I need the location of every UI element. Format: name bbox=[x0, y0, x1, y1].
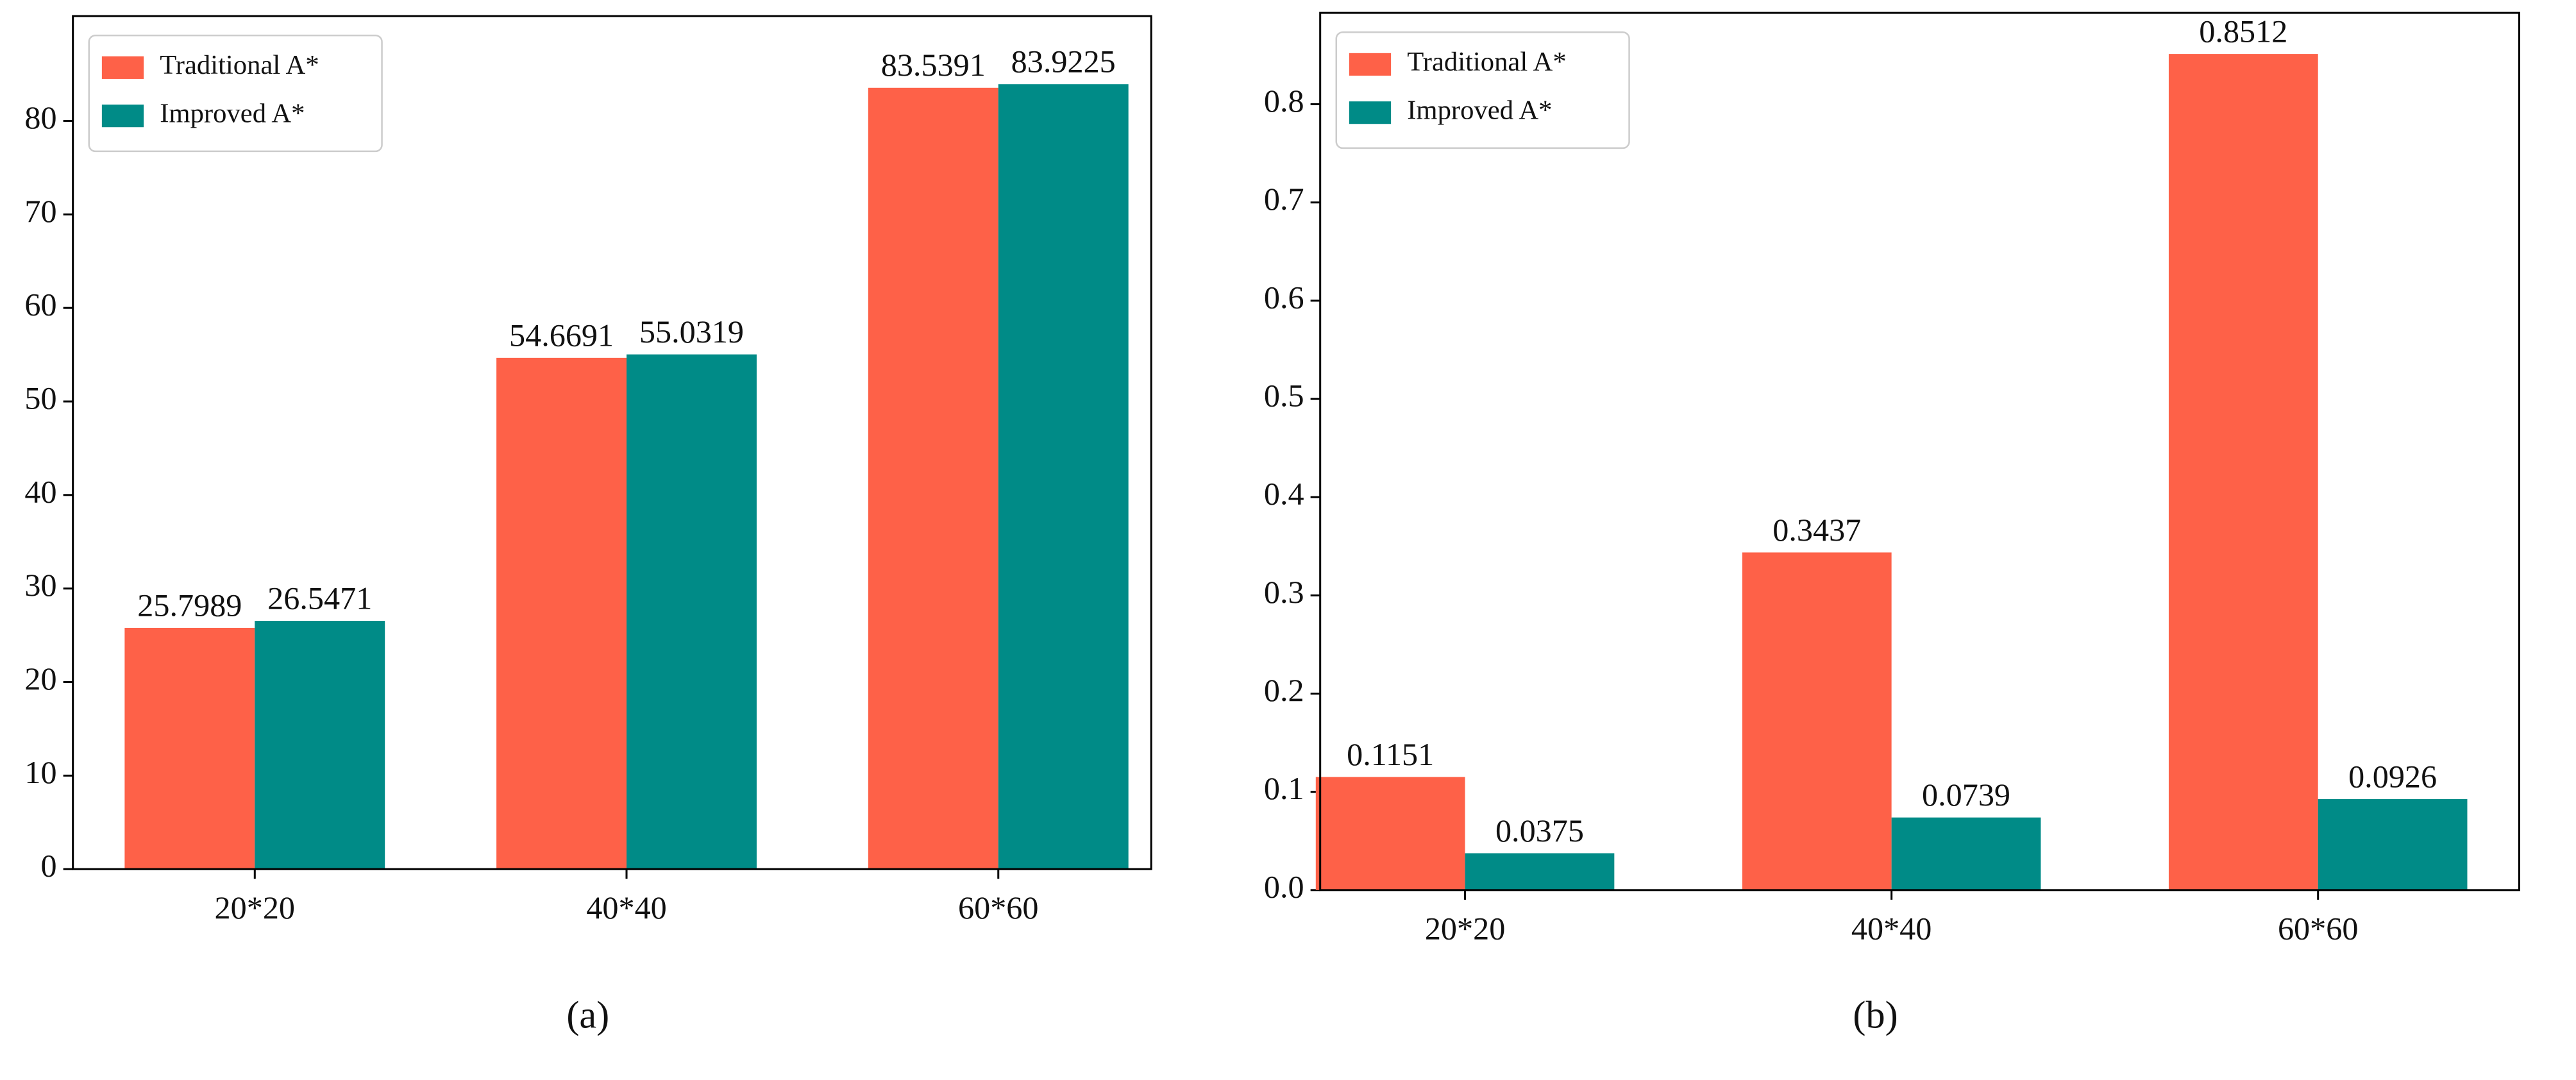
x-tick-label: 40*40 bbox=[1851, 911, 1932, 947]
y-tick-label: 0.0 bbox=[1264, 868, 1304, 904]
bar bbox=[868, 87, 998, 870]
y-tick-label: 30 bbox=[24, 567, 56, 603]
y-tick-label: 0.2 bbox=[1264, 672, 1304, 708]
y-tick-label: 50 bbox=[24, 380, 56, 416]
data-label: 26.5471 bbox=[267, 580, 372, 616]
legend-label: Improved A* bbox=[160, 98, 305, 128]
bar bbox=[998, 84, 1129, 870]
legend-label: Traditional A* bbox=[160, 50, 319, 80]
legend-swatch bbox=[1349, 101, 1392, 124]
y-tick-label: 80 bbox=[24, 99, 56, 135]
y-tick-label: 60 bbox=[24, 287, 56, 323]
data-label: 83.5391 bbox=[881, 47, 986, 83]
y-tick-label: 10 bbox=[24, 754, 56, 790]
data-label: 0.0739 bbox=[1922, 777, 2010, 813]
bar bbox=[2318, 799, 2468, 890]
bar bbox=[627, 354, 757, 870]
y-tick-label: 0 bbox=[40, 848, 56, 884]
x-tick-label: 20*20 bbox=[215, 890, 295, 925]
legend-box bbox=[1335, 31, 1630, 149]
data-label: 0.8512 bbox=[2199, 13, 2287, 49]
y-tick-label: 20 bbox=[24, 661, 56, 696]
data-label: 83.9225 bbox=[1011, 44, 1116, 80]
bar bbox=[1742, 552, 1892, 890]
x-tick-label: 40*40 bbox=[586, 890, 666, 925]
legend-swatch bbox=[101, 105, 144, 128]
y-tick-label: 0.8 bbox=[1264, 83, 1304, 119]
data-label: 0.3437 bbox=[1772, 512, 1861, 548]
x-tick-label: 60*60 bbox=[2278, 911, 2358, 947]
bar bbox=[496, 357, 627, 870]
data-label: 0.0375 bbox=[1495, 813, 1584, 848]
legend-swatch bbox=[1349, 53, 1392, 76]
bar bbox=[124, 627, 255, 870]
bar bbox=[1891, 817, 2041, 890]
legend-swatch bbox=[101, 56, 144, 79]
x-tick-label: 60*60 bbox=[958, 890, 1038, 925]
y-tick-label: 0.6 bbox=[1264, 279, 1304, 315]
y-tick-label: 40 bbox=[24, 473, 56, 509]
y-tick-label: 0.1 bbox=[1264, 770, 1304, 806]
plot-frame bbox=[1319, 12, 2520, 891]
data-label: 25.7989 bbox=[137, 587, 242, 623]
data-label: 0.0926 bbox=[2348, 758, 2437, 794]
caption: (a) bbox=[566, 993, 609, 1036]
y-tick-label: 70 bbox=[24, 193, 56, 229]
bar bbox=[255, 621, 385, 870]
x-tick-label: 20*20 bbox=[1425, 911, 1505, 947]
bar bbox=[2168, 54, 2318, 890]
data-label: 0.1151 bbox=[1347, 736, 1434, 772]
y-tick-label: 0.7 bbox=[1264, 181, 1304, 217]
y-tick-label: 0.4 bbox=[1264, 476, 1304, 512]
bar bbox=[1465, 853, 1615, 890]
caption: (b) bbox=[1853, 993, 1898, 1036]
y-tick-label: 0.3 bbox=[1264, 574, 1304, 610]
legend-label: Improved A* bbox=[1407, 95, 1552, 125]
data-label: 54.6691 bbox=[509, 317, 614, 353]
data-label: 55.0319 bbox=[639, 314, 744, 350]
plot-frame bbox=[72, 15, 1152, 870]
legend-box bbox=[88, 34, 383, 153]
y-tick-label: 0.5 bbox=[1264, 378, 1304, 414]
bar bbox=[1315, 777, 1465, 890]
legend-label: Traditional A* bbox=[1407, 47, 1566, 77]
